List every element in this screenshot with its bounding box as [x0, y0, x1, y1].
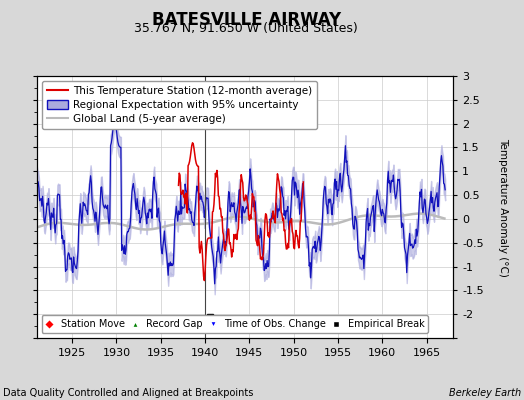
Y-axis label: Temperature Anomaly (°C): Temperature Anomaly (°C) [498, 138, 508, 276]
Text: Data Quality Controlled and Aligned at Breakpoints: Data Quality Controlled and Aligned at B… [3, 388, 253, 398]
Text: 35.767 N, 91.650 W (United States): 35.767 N, 91.650 W (United States) [134, 22, 358, 35]
Text: BATESVILLE AIRWAY: BATESVILLE AIRWAY [152, 11, 341, 29]
Text: Berkeley Earth: Berkeley Earth [449, 388, 521, 398]
Legend: Station Move, Record Gap, Time of Obs. Change, Empirical Break: Station Move, Record Gap, Time of Obs. C… [41, 315, 428, 333]
